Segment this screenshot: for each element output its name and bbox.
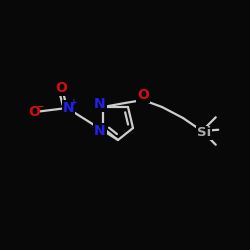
Text: O: O <box>28 105 40 119</box>
Text: Si: Si <box>197 126 211 140</box>
Text: −: − <box>36 102 43 111</box>
Text: +: + <box>70 98 78 107</box>
Text: N: N <box>62 101 74 115</box>
Text: N: N <box>94 97 106 111</box>
Text: N: N <box>94 124 106 138</box>
Text: O: O <box>137 88 149 102</box>
Text: O: O <box>55 81 67 95</box>
